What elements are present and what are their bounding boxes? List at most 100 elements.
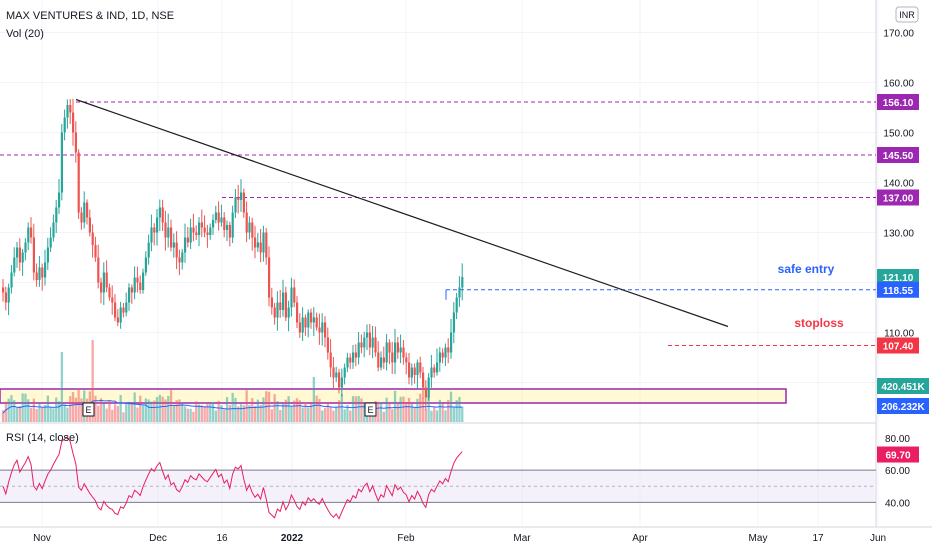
earnings-box xyxy=(82,402,95,417)
volume-bar-50 xyxy=(141,405,145,422)
volume-bar-127 xyxy=(357,395,360,422)
volume-bar-70 xyxy=(197,404,201,422)
candle-body-22 xyxy=(63,117,66,133)
volume-bar-159 xyxy=(447,399,450,422)
volume-label-bg-0 xyxy=(877,378,929,394)
time-tick-label-2: 16 xyxy=(216,533,228,544)
candle-body-55 xyxy=(156,217,159,233)
volume-bar-11 xyxy=(32,398,35,422)
volume-bar-105 xyxy=(295,398,299,422)
volume-bar-15 xyxy=(43,404,47,422)
volume-bar-89 xyxy=(251,398,254,422)
volume-ma-line xyxy=(2,399,463,414)
candle-body-7 xyxy=(21,252,24,263)
volume-bar-47 xyxy=(133,392,136,422)
volume-bar-108 xyxy=(304,402,307,422)
candle-body-96 xyxy=(270,297,273,308)
candle-body-139 xyxy=(391,352,394,363)
candle-body-79 xyxy=(223,217,226,230)
candle-body-33 xyxy=(94,245,97,258)
candle-body-14 xyxy=(41,267,44,278)
price-label-0: 156.10 xyxy=(883,98,914,109)
volume-bar-46 xyxy=(130,404,133,422)
candle-body-54 xyxy=(153,227,156,233)
volume-bar-106 xyxy=(298,400,301,422)
candle-body-56 xyxy=(158,207,161,218)
candle-body-2 xyxy=(7,287,10,303)
candle-body-133 xyxy=(374,337,377,353)
earnings-label: E xyxy=(85,405,91,415)
candle-body-34 xyxy=(97,257,100,283)
volume-bar-34 xyxy=(97,405,100,422)
volume-bar-82 xyxy=(231,392,234,422)
volume-bar-65 xyxy=(183,406,187,422)
candle-body-28 xyxy=(80,212,83,223)
candle-body-151 xyxy=(424,387,427,398)
candle-body-91 xyxy=(256,242,259,248)
volume-bar-164 xyxy=(461,406,464,422)
candle-body-66 xyxy=(186,237,189,243)
candle-body-125 xyxy=(352,352,355,363)
volume-bar-88 xyxy=(248,405,251,422)
candle-body-150 xyxy=(422,372,425,388)
candle-body-6 xyxy=(18,247,21,263)
volume-bar-25 xyxy=(71,392,75,422)
price-tick-label-0: 170.00 xyxy=(883,29,914,40)
candle-body-134 xyxy=(377,352,380,368)
volume-bar-33 xyxy=(94,395,97,422)
rsi-indicator-label[interactable]: RSI (14, close) xyxy=(6,432,79,444)
candle-body-122 xyxy=(343,367,346,378)
volume-bar-125 xyxy=(351,396,355,422)
volume-bar-48 xyxy=(136,407,139,422)
rsi-tick-label-1: 60.00 xyxy=(885,466,910,477)
volume-bar-153 xyxy=(430,410,433,422)
volume-bar-21 xyxy=(60,352,63,422)
candle-body-130 xyxy=(366,332,369,338)
candle-body-30 xyxy=(86,202,89,218)
rsi-value-label: 69.70 xyxy=(885,451,910,462)
volume-bar-18 xyxy=(52,408,55,422)
volume-bar-119 xyxy=(335,406,338,422)
time-axis: Nov Dec 16 2022 Feb Mar Apr May 17 Jun xyxy=(33,533,886,544)
volume-label-1: 206.232K xyxy=(881,402,925,413)
candle-body-15 xyxy=(44,262,47,278)
candle-body-154 xyxy=(433,367,436,373)
volume-bar-162 xyxy=(455,400,458,422)
volume-bar-92 xyxy=(259,404,262,422)
candle-body-3 xyxy=(10,272,13,288)
price-label-bg-3 xyxy=(877,269,919,285)
currency-badge[interactable]: INR xyxy=(895,6,919,23)
volume-bar-71 xyxy=(200,405,203,422)
candle-body-102 xyxy=(287,307,290,318)
trendline[interactable] xyxy=(75,98,729,328)
candle-body-145 xyxy=(408,362,411,378)
candle-body-81 xyxy=(228,225,231,238)
candle-body-144 xyxy=(405,357,408,363)
price-label-1: 145.50 xyxy=(883,151,914,162)
volume-bar-85 xyxy=(239,404,243,422)
volume-bar-152 xyxy=(427,394,430,422)
candle-body-1 xyxy=(4,292,7,303)
time-tick-label-5: Mar xyxy=(513,533,531,544)
candle-body-90 xyxy=(254,237,257,248)
volume-bar-83 xyxy=(234,397,237,422)
candle-body-162 xyxy=(455,297,458,313)
candle-body-11 xyxy=(32,237,35,273)
volume-indicator-label[interactable]: Vol (20) xyxy=(6,28,44,40)
volume-bar-22 xyxy=(63,404,66,422)
volume-bar-155 xyxy=(435,410,439,422)
volume-bar-110 xyxy=(309,403,313,422)
candle-body-159 xyxy=(447,347,450,353)
time-tick-label-7: May xyxy=(749,533,768,544)
chart-title: MAX VENTURES & IND, 1D, NSE xyxy=(6,10,174,22)
candle-body-99 xyxy=(279,302,282,310)
candle-body-37 xyxy=(105,272,108,288)
volume-bar-128 xyxy=(360,398,363,422)
volume-bar-16 xyxy=(46,395,49,422)
volume-bar-38 xyxy=(108,401,111,422)
candle-body-45 xyxy=(128,287,131,303)
candle-body-113 xyxy=(318,327,321,333)
volume-bar-111 xyxy=(312,377,315,422)
